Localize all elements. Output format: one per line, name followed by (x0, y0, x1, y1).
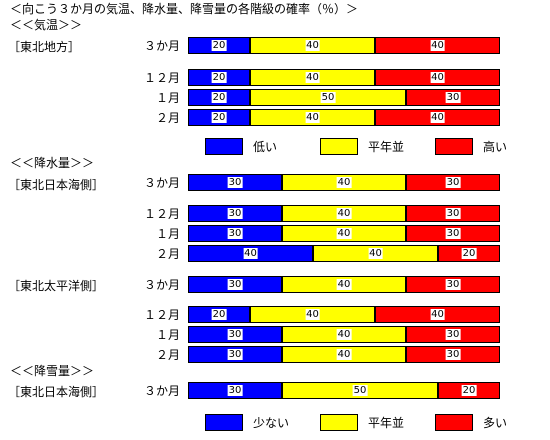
row-label: ３か月 (143, 39, 180, 53)
legend-swatch-high (435, 414, 473, 431)
data-label: 30 (445, 279, 461, 290)
row-label: ２月 (155, 348, 180, 362)
data-label: 20 (211, 112, 227, 123)
data-label: 20 (211, 40, 227, 51)
data-label: 40 (430, 112, 445, 123)
data-label: 40 (336, 228, 352, 239)
row-label: ２月 (155, 111, 180, 125)
data-label: 40 (336, 279, 352, 290)
legend-item: 低い (205, 138, 315, 156)
region-label: ［東北太平洋側］ (8, 279, 105, 293)
legend-swatch-normal (320, 414, 358, 431)
data-label: 30 (227, 329, 243, 340)
data-label: 30 (227, 279, 243, 290)
row-label: １月 (155, 227, 180, 241)
data-label: 40 (305, 72, 320, 83)
stacked-bar: 30 40 30 (188, 326, 500, 343)
data-label: 40 (305, 40, 320, 51)
legend-item: 多い (435, 414, 545, 432)
stacked-bar: 20 50 30 (188, 89, 500, 106)
row-label: １月 (155, 91, 180, 105)
data-label: 30 (445, 228, 461, 239)
stacked-bar: 30 50 20 (188, 382, 500, 399)
data-label: 40 (430, 40, 445, 51)
row-label: ２月 (155, 247, 180, 261)
data-label: 30 (445, 177, 461, 188)
data-label: 20 (461, 385, 477, 396)
data-label: 40 (305, 112, 320, 123)
data-label: 40 (336, 349, 352, 360)
data-label: 30 (445, 349, 461, 360)
row-label: ３か月 (143, 278, 180, 292)
section-header: ＜＜降雪量＞＞ (10, 364, 95, 378)
data-label: 20 (211, 92, 227, 103)
legend-label: 平年並 (368, 416, 405, 430)
legend-swatch-low (205, 138, 243, 155)
data-label: 40 (336, 329, 352, 340)
data-label: 30 (227, 385, 243, 396)
legend-swatch-low (205, 414, 243, 431)
stacked-bar: 20 40 40 (188, 109, 500, 126)
data-label: 40 (430, 309, 445, 320)
data-label: 30 (227, 228, 243, 239)
stacked-bar: 30 40 30 (188, 205, 500, 222)
stacked-bar: 20 40 40 (188, 306, 500, 323)
data-label: 40 (305, 309, 320, 320)
legend-label: 平年並 (368, 140, 405, 154)
data-label: 30 (227, 177, 243, 188)
stacked-bar: 30 40 30 (188, 174, 500, 191)
stacked-bar: 20 40 40 (188, 69, 500, 86)
legend-item: 平年並 (320, 414, 430, 432)
data-label: 50 (352, 385, 368, 396)
data-label: 40 (243, 248, 258, 259)
stacked-bar: 30 40 30 (188, 346, 500, 363)
data-label: 30 (227, 349, 243, 360)
data-label: 40 (336, 208, 352, 219)
row-label: ３か月 (143, 384, 180, 398)
legend-item: 平年並 (320, 138, 430, 156)
data-label: 50 (320, 92, 336, 103)
data-label: 40 (368, 248, 383, 259)
row-label: １２月 (143, 71, 180, 85)
data-label: 20 (211, 72, 227, 83)
data-label: 30 (227, 208, 243, 219)
row-label: １２月 (143, 207, 180, 221)
legend-item: 高い (435, 138, 545, 156)
data-label: 20 (461, 248, 477, 259)
data-label: 30 (445, 329, 461, 340)
region-label: ［東北地方］ (8, 40, 81, 54)
legend-item: 少ない (205, 414, 315, 432)
legend-swatch-high (435, 138, 473, 155)
legend-label: 低い (253, 140, 278, 154)
data-label: 40 (336, 177, 352, 188)
legend-swatch-normal (320, 138, 358, 155)
legend-label: 少ない (253, 416, 290, 430)
data-label: 20 (211, 309, 227, 320)
chart-title: ＜向こう３か月の気温、降水量、降雪量の各階級の確率（％）＞ (10, 2, 359, 16)
region-label: ［東北日本海側］ (8, 178, 105, 192)
legend-label: 高い (483, 140, 508, 154)
region-label: ［東北日本海側］ (8, 385, 105, 399)
data-label: 30 (445, 92, 461, 103)
section-header: ＜＜気温＞＞ (10, 18, 83, 32)
stacked-bar: 40 40 20 (188, 245, 500, 262)
stacked-bar: 20 40 40 (188, 37, 500, 54)
row-label: １月 (155, 328, 180, 342)
data-label: 30 (445, 208, 461, 219)
legend-label: 多い (483, 416, 508, 430)
stacked-bar: 30 40 30 (188, 225, 500, 242)
row-label: ３か月 (143, 176, 180, 190)
section-header: ＜＜降水量＞＞ (10, 156, 95, 170)
row-label: １２月 (143, 308, 180, 322)
data-label: 40 (430, 72, 445, 83)
stacked-bar: 30 40 30 (188, 276, 500, 293)
